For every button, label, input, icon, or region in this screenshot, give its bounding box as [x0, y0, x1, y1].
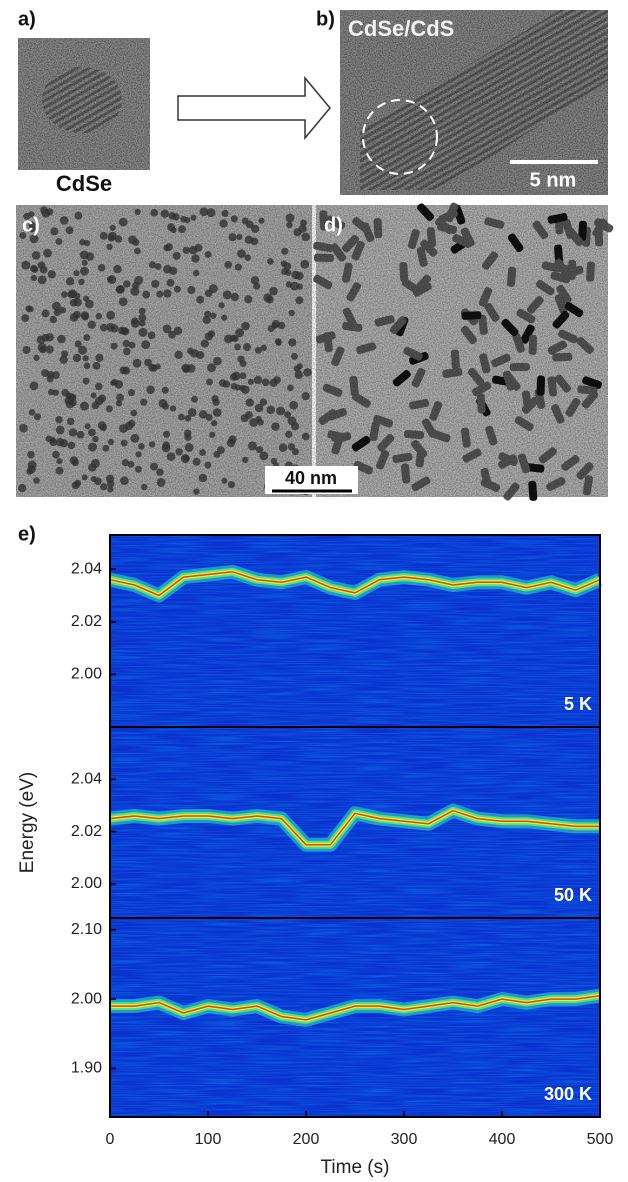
y-tick-label: 2.00 [71, 666, 102, 683]
scale-box [265, 466, 358, 494]
panel-label: b) [316, 8, 335, 30]
y-tick-label: 2.00 [71, 875, 102, 892]
emission-trace [110, 994, 601, 1021]
shell-label: CdSe/CdS [348, 16, 454, 41]
x-tick-label: 100 [195, 1131, 222, 1148]
panel-label: a) [18, 8, 36, 30]
panel-label: c) [22, 214, 40, 236]
temperature-label: 300 K [544, 1084, 592, 1104]
core-label: CdSe [56, 171, 112, 196]
x-tick-label: 200 [293, 1131, 320, 1148]
noise [18, 38, 150, 170]
arrow [177, 75, 331, 141]
core-outline [362, 99, 438, 175]
y-tick-label: 2.00 [71, 990, 102, 1007]
y-tick-label: 2.02 [71, 823, 102, 840]
x-tick-label: 400 [489, 1131, 516, 1148]
y-tick-label: 1.90 [71, 1060, 102, 1077]
x-tick-label: 500 [587, 1131, 614, 1148]
y-tick-label: 2.04 [71, 771, 102, 788]
temperature-label: 50 K [554, 885, 592, 905]
emission-trace [109, 809, 600, 846]
heatmap-noise [110, 535, 600, 727]
x-tick-label: 300 [391, 1131, 418, 1148]
scale-label: 5 nm [530, 169, 577, 191]
noise [16, 205, 608, 497]
y-tick-label: 2.10 [71, 921, 102, 938]
plot-frame [109, 917, 601, 1118]
panel-label: e) [18, 523, 36, 545]
panel-label: d) [324, 214, 343, 236]
temperature-label: 5 K [564, 694, 592, 714]
x-axis-label: Time (s) [321, 1157, 390, 1178]
emission-trace [109, 571, 601, 597]
y-axis-label: Energy (eV) [17, 772, 38, 873]
scale-label: 40 nm [285, 468, 337, 488]
y-tick-label: 2.04 [71, 560, 102, 577]
x-tick-label: 0 [106, 1131, 115, 1148]
y-tick-label: 2.02 [71, 613, 102, 630]
